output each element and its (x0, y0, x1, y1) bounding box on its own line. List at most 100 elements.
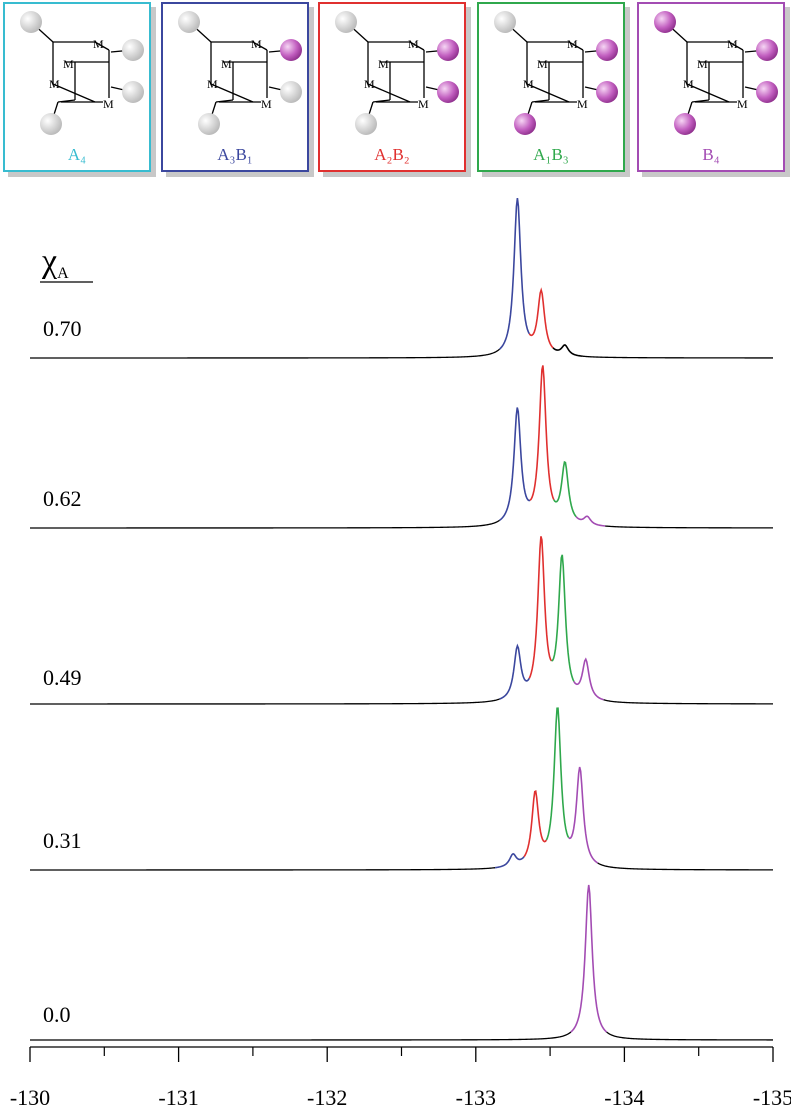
cube-edge (367, 83, 411, 103)
spectrum-peak (545, 707, 570, 841)
ligand-sphere (122, 81, 144, 103)
cube-atom-label: M (378, 57, 389, 71)
cube-atom-label: M (364, 77, 375, 91)
cube-atom-label: M (537, 57, 548, 71)
spectrum-peak (499, 407, 531, 521)
species-label: A₃B₁ (217, 145, 252, 164)
cube-edge (691, 99, 710, 103)
legend-title: χA (41, 243, 69, 282)
cube-atom-label: M (93, 37, 104, 51)
cube-edge (372, 99, 391, 103)
spectrum-baseline (30, 519, 500, 529)
cube-edge (94, 41, 110, 51)
ligand-sphere (674, 113, 696, 135)
x-tick-label: -132 (307, 1085, 347, 1110)
cube-atom-label: M (207, 77, 218, 91)
ligand-sphere (280, 39, 302, 61)
trace-label: 0.49 (43, 665, 82, 690)
trace-label: 0.62 (43, 486, 82, 511)
x-tick-label: -133 (456, 1085, 496, 1110)
cube-atom-label: M (577, 97, 588, 111)
spectrum-peak (568, 766, 599, 864)
spectrum-peak (528, 536, 553, 679)
cube-atom-label: M (697, 57, 708, 71)
spectrum-peak (575, 515, 606, 527)
trace-label: 0.70 (43, 316, 82, 341)
spectrum-baseline (30, 348, 500, 359)
spectrum-peak (495, 852, 525, 869)
species-label: A₄ (68, 145, 86, 164)
cube-edge (728, 41, 744, 51)
ligand-sphere (122, 39, 144, 61)
spectrum-baseline (597, 862, 773, 871)
spectrum-baseline (30, 698, 500, 705)
ligand-sphere (756, 81, 778, 103)
ligand-sphere (437, 81, 459, 103)
x-tick-label: -134 (604, 1085, 644, 1110)
spectrum-baseline (30, 867, 496, 871)
cube-edge (52, 83, 96, 103)
cube-edge (531, 99, 550, 103)
cube-atom-label: M (103, 97, 114, 111)
spectrum-peak (523, 790, 548, 858)
spectrum-peak (551, 554, 575, 682)
x-tick-label: -131 (158, 1085, 198, 1110)
x-tick-label: -135 (753, 1085, 791, 1110)
ligand-sphere (280, 81, 302, 103)
spectrum-peak (573, 657, 604, 701)
spectrum-peak (499, 197, 531, 350)
cube-edge (409, 41, 425, 51)
cube-edge (526, 83, 570, 103)
cube-atom-label: M (408, 37, 419, 51)
cube-atom-label: M (523, 77, 534, 91)
ligand-sphere (40, 113, 62, 135)
spectrum-peak (552, 344, 583, 358)
cube-edge (215, 99, 234, 103)
cube-atom-label: M (251, 37, 262, 51)
spectrum-baseline (605, 525, 773, 529)
cube-atom-label: M (727, 37, 738, 51)
cube-edge (252, 41, 268, 51)
species-label: A₂B₂ (374, 145, 409, 164)
cube-atom-label: M (737, 97, 748, 111)
cube-edge (210, 83, 254, 103)
spectrum-peak (553, 460, 577, 518)
cube-atom-label: M (221, 57, 232, 71)
ligand-sphere (756, 39, 778, 61)
spectrum-baseline (30, 1031, 572, 1041)
spectrum-baseline (606, 1031, 773, 1041)
spectrum-baseline (603, 699, 773, 705)
ligand-sphere (596, 39, 618, 61)
spectrum-peak (528, 287, 554, 349)
x-tick-label: -130 (10, 1085, 50, 1110)
species-label: B₄ (702, 145, 719, 164)
cube-atom-label: M (683, 77, 694, 91)
cube-edge (57, 99, 76, 103)
cube-atom-label: M (261, 97, 272, 111)
spectrum-peak (529, 365, 555, 501)
cube-atom-label: M (567, 37, 578, 51)
cube-edge (686, 83, 730, 103)
trace-label: 0.31 (43, 828, 82, 853)
cube-atom-label: M (418, 97, 429, 111)
ligand-sphere (335, 11, 357, 33)
species-label: A₁B₃ (533, 145, 569, 164)
cube-atom-label: M (63, 57, 74, 71)
legend-symbol: χ (41, 243, 57, 280)
spectrum-baseline (582, 355, 773, 359)
ligand-sphere (355, 113, 377, 135)
spectrum-peak (499, 643, 530, 700)
cube-atom-label: M (49, 77, 60, 91)
ligand-sphere (20, 11, 42, 33)
legend-subscript: A (57, 265, 69, 282)
ligand-sphere (494, 11, 516, 33)
ligand-sphere (654, 11, 676, 33)
ligand-sphere (596, 81, 618, 103)
ligand-sphere (514, 113, 536, 135)
